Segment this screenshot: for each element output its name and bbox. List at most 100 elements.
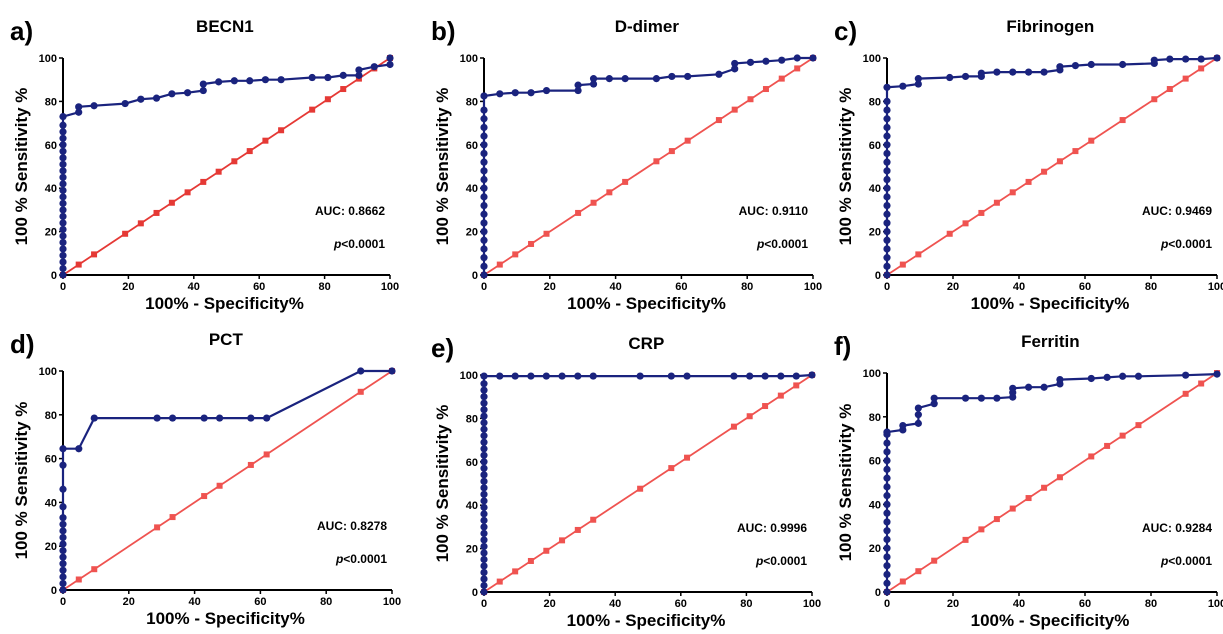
roc-point bbox=[199, 80, 207, 88]
y-tick-label: 80 bbox=[45, 96, 57, 108]
reference-point bbox=[528, 240, 535, 247]
roc-point bbox=[480, 271, 488, 279]
x-tick-label: 60 bbox=[1079, 598, 1091, 610]
roc-point bbox=[59, 251, 67, 260]
reference-point bbox=[1088, 453, 1095, 460]
reference-point bbox=[1104, 442, 1111, 449]
chart-title: BECN1 bbox=[196, 17, 254, 36]
roc-point bbox=[480, 477, 488, 485]
roc-point bbox=[480, 175, 488, 184]
roc-point bbox=[90, 414, 98, 422]
x-axis-title: 100% - Specificity% bbox=[567, 294, 726, 313]
y-tick-label: 20 bbox=[869, 543, 881, 555]
y-tick-label: 0 bbox=[472, 270, 478, 282]
roc-point bbox=[883, 439, 891, 447]
roc-point bbox=[746, 372, 754, 380]
reference-point bbox=[978, 209, 985, 216]
roc-point bbox=[883, 210, 891, 218]
roc-point bbox=[480, 184, 488, 192]
roc-point bbox=[993, 394, 1001, 402]
y-tick-label: 100 bbox=[460, 370, 478, 382]
x-tick-label: 20 bbox=[543, 598, 555, 610]
y-tick-label: 60 bbox=[466, 140, 478, 152]
roc-point bbox=[75, 103, 83, 111]
roc-point bbox=[480, 393, 488, 401]
p-value-text: <0.0001 bbox=[341, 237, 385, 251]
roc-point bbox=[808, 371, 816, 379]
y-tick-label: 0 bbox=[875, 270, 881, 282]
reference-point bbox=[653, 158, 660, 165]
x-axis-title: 100% - Specificity% bbox=[145, 294, 304, 313]
y-axis-title: 100 % Sensitivity % bbox=[433, 88, 452, 246]
roc-point bbox=[480, 115, 488, 123]
reference-point bbox=[899, 578, 906, 585]
x-tick-label: 0 bbox=[884, 281, 890, 293]
reference-point bbox=[1088, 137, 1095, 144]
roc-point bbox=[1040, 383, 1048, 391]
reference-point bbox=[200, 178, 207, 185]
p-value-label: p<0.0001 bbox=[1160, 554, 1212, 568]
roc-point bbox=[480, 568, 488, 577]
roc-point bbox=[355, 71, 363, 79]
chart-title: CRP bbox=[628, 334, 664, 353]
reference-point bbox=[512, 251, 519, 258]
x-tick-label: 40 bbox=[188, 281, 200, 293]
roc-point bbox=[480, 464, 488, 472]
reference-point bbox=[1119, 432, 1126, 439]
reference-point bbox=[590, 199, 597, 206]
roc-point bbox=[59, 527, 67, 535]
reference-point bbox=[215, 168, 222, 175]
roc-point bbox=[636, 372, 644, 380]
roc-point bbox=[59, 271, 67, 279]
roc-point bbox=[511, 372, 519, 380]
roc-point bbox=[574, 372, 582, 380]
roc-point bbox=[480, 542, 488, 551]
reference-point bbox=[91, 251, 98, 258]
y-tick-label: 80 bbox=[869, 412, 881, 424]
y-tick-label: 100 bbox=[39, 366, 57, 378]
roc-point bbox=[153, 414, 161, 422]
y-axis-title: 100 % Sensitivity % bbox=[12, 88, 31, 246]
roc-point bbox=[605, 75, 613, 83]
y-tick-label: 40 bbox=[45, 497, 57, 509]
reference-point bbox=[137, 220, 144, 227]
chart-title: PCT bbox=[209, 330, 244, 349]
reference-point bbox=[246, 148, 253, 155]
x-tick-label: 20 bbox=[947, 281, 959, 293]
roc-point bbox=[1087, 60, 1095, 69]
roc-point bbox=[527, 89, 535, 97]
p-value-label: p<0.0001 bbox=[1160, 237, 1212, 251]
y-tick-label: 20 bbox=[45, 541, 57, 553]
roc-point bbox=[59, 238, 67, 247]
roc-point bbox=[930, 394, 938, 402]
roc-point bbox=[263, 414, 271, 422]
x-tick-label: 0 bbox=[481, 281, 487, 293]
roc-point bbox=[90, 102, 98, 110]
roc-point bbox=[200, 414, 208, 422]
reference-point bbox=[168, 199, 175, 206]
p-value-label: p<0.0001 bbox=[333, 237, 385, 251]
x-tick-label: 60 bbox=[675, 598, 687, 610]
auc-label: AUC: 0.8278 bbox=[317, 519, 387, 533]
roc-point bbox=[778, 56, 786, 64]
chart-title: Fibrinogen bbox=[1006, 17, 1094, 36]
roc-point bbox=[480, 425, 488, 433]
y-tick-label: 0 bbox=[875, 587, 881, 599]
x-tick-label: 80 bbox=[740, 598, 752, 610]
roc-point bbox=[480, 201, 488, 210]
roc-point bbox=[883, 465, 891, 473]
roc-point bbox=[746, 58, 755, 66]
reference-point bbox=[357, 388, 364, 395]
reference-point bbox=[262, 137, 269, 144]
y-axis-title: 100 % Sensitivity % bbox=[836, 404, 855, 562]
roc-point bbox=[589, 80, 598, 88]
p-value-label: p<0.0001 bbox=[755, 554, 807, 568]
roc-point bbox=[883, 184, 891, 192]
p-value-symbol: p bbox=[333, 237, 341, 251]
roc-point bbox=[480, 399, 488, 407]
roc-point bbox=[1182, 371, 1190, 379]
reference-point bbox=[574, 526, 581, 533]
roc-point bbox=[59, 121, 67, 129]
roc-point bbox=[59, 206, 67, 214]
roc-point bbox=[59, 566, 67, 574]
